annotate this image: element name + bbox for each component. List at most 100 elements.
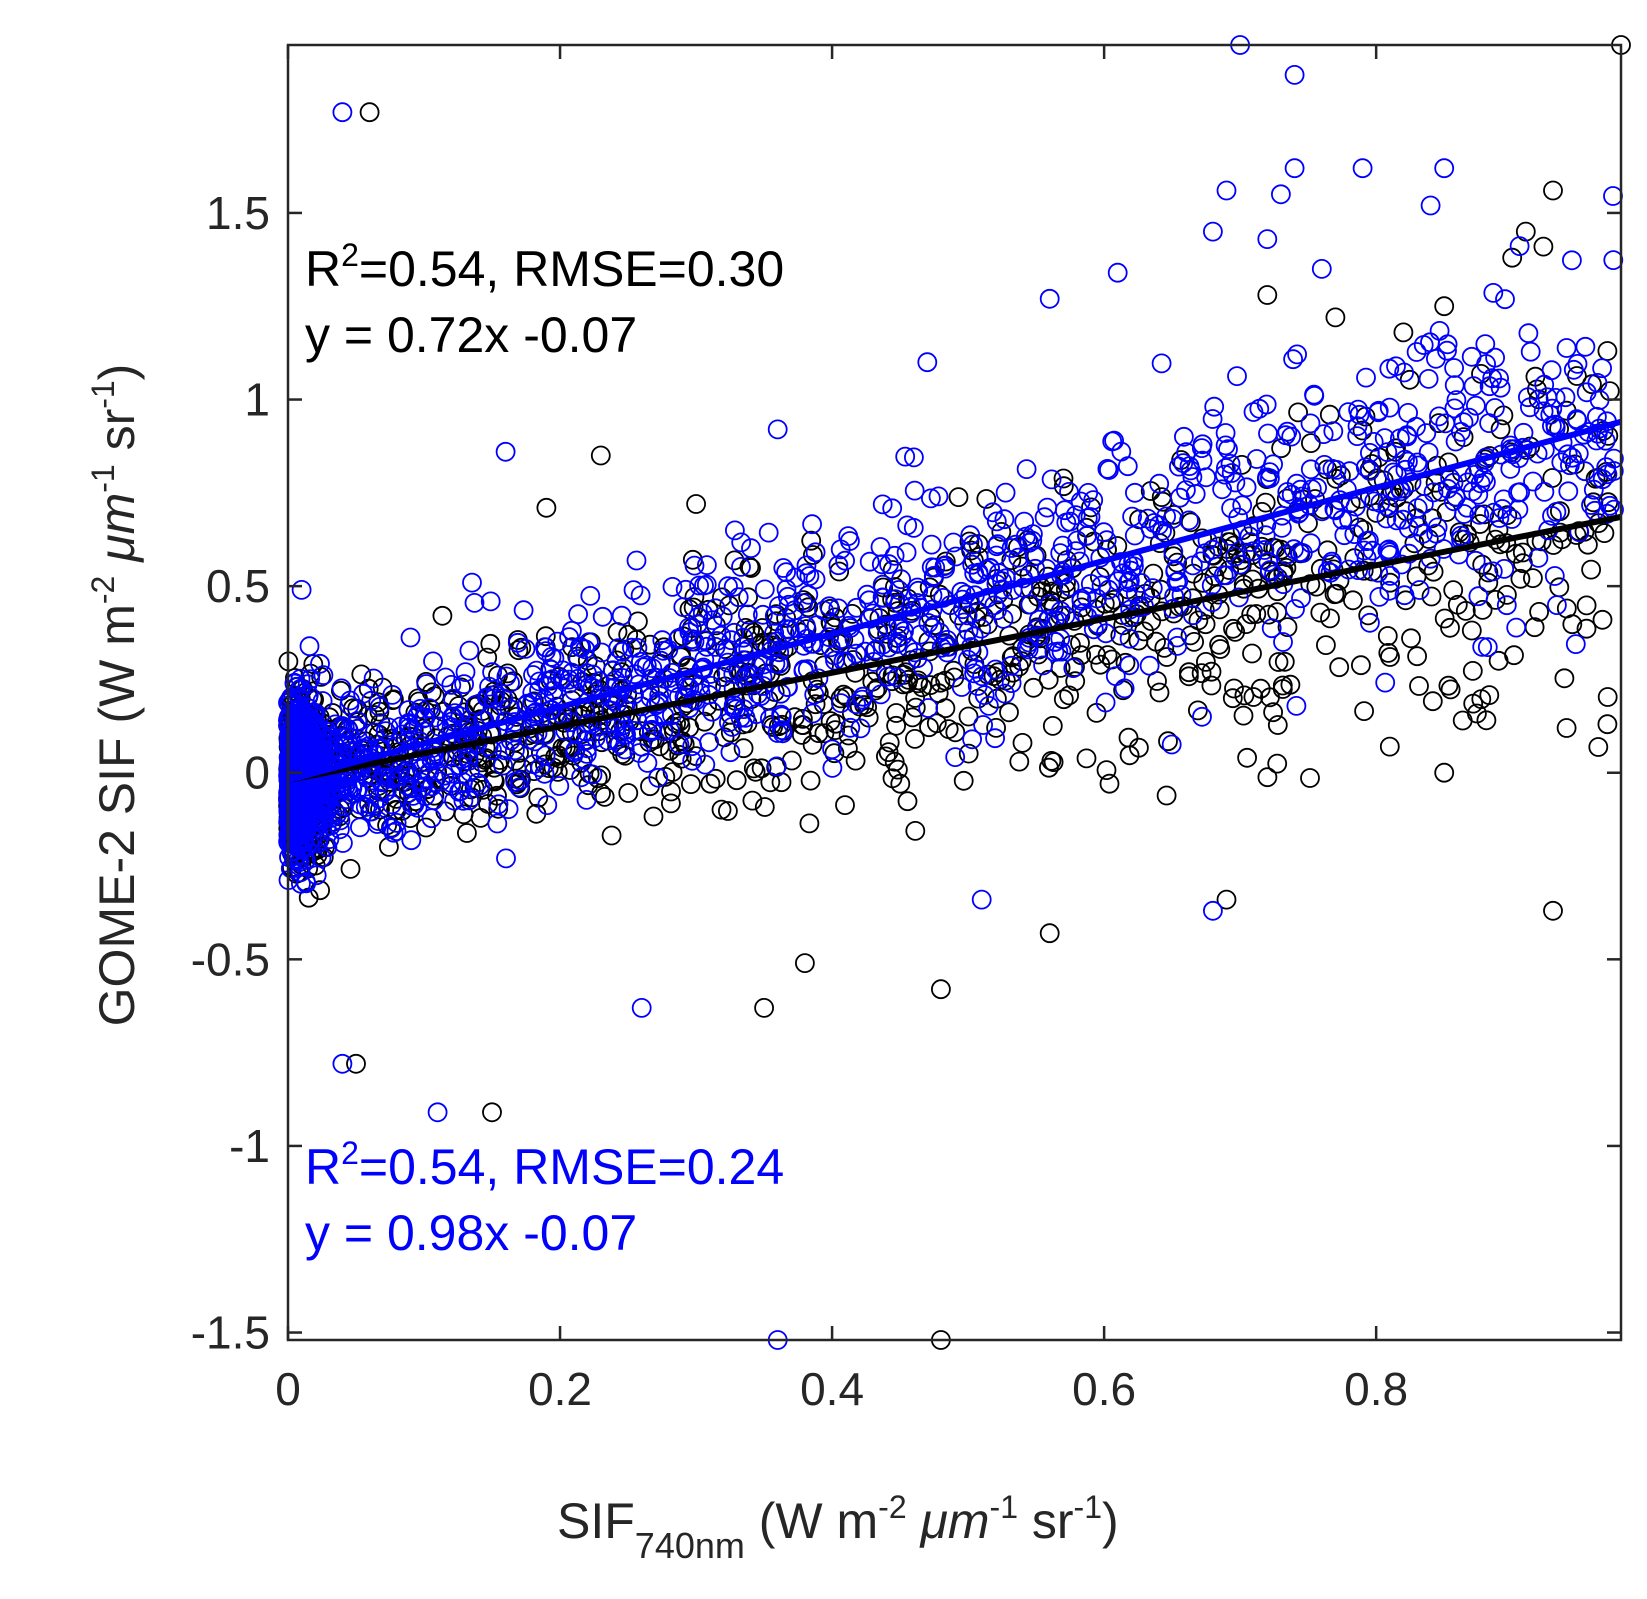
fit-lines bbox=[287, 418, 1622, 784]
black-point bbox=[905, 821, 926, 841]
black-point bbox=[1440, 617, 1460, 638]
blue-point bbox=[536, 671, 557, 691]
blue-point bbox=[459, 790, 480, 811]
blue-point bbox=[793, 593, 813, 613]
blue-point bbox=[575, 639, 596, 660]
blue-point bbox=[1105, 666, 1126, 686]
blue-point bbox=[482, 662, 503, 683]
black-point bbox=[1488, 650, 1509, 671]
black-point bbox=[482, 1102, 502, 1123]
blue-point bbox=[878, 666, 898, 687]
blue-point bbox=[1179, 510, 1199, 531]
black-point bbox=[1497, 505, 1518, 525]
black-point bbox=[1378, 643, 1399, 663]
blue-point bbox=[513, 600, 534, 621]
blue-point bbox=[1541, 360, 1562, 381]
black-point bbox=[1310, 602, 1331, 623]
blue-point bbox=[1276, 545, 1297, 565]
blue-point bbox=[1339, 461, 1360, 482]
blue-point bbox=[580, 586, 601, 606]
blue-point bbox=[673, 597, 694, 617]
blue-point bbox=[1029, 609, 1049, 630]
black-point bbox=[1429, 413, 1449, 434]
blue-point bbox=[1161, 734, 1182, 755]
blue-point bbox=[921, 488, 941, 509]
blue-point bbox=[805, 542, 826, 563]
blue-point bbox=[723, 695, 744, 716]
blue-point bbox=[279, 829, 300, 850]
blue-point bbox=[722, 717, 742, 737]
blue-point bbox=[1356, 531, 1377, 551]
black-point bbox=[590, 445, 611, 466]
black-point bbox=[976, 489, 997, 509]
black-point bbox=[890, 773, 911, 794]
blue-point bbox=[1284, 539, 1304, 560]
black-point bbox=[1478, 572, 1499, 593]
black-point bbox=[1156, 647, 1177, 667]
blue-point bbox=[753, 604, 773, 625]
blue-point bbox=[773, 558, 794, 578]
black-point bbox=[799, 813, 820, 834]
blue-point bbox=[982, 502, 1003, 523]
black-point bbox=[1222, 688, 1243, 709]
blue-point bbox=[304, 748, 325, 769]
black-point bbox=[1246, 604, 1267, 624]
blue-point bbox=[1167, 627, 1187, 648]
blue-point bbox=[746, 704, 767, 724]
blue-point bbox=[338, 720, 359, 741]
black-point bbox=[1179, 666, 1199, 687]
black-point bbox=[618, 783, 639, 803]
blue-point bbox=[452, 749, 472, 769]
blue-point bbox=[917, 352, 938, 373]
black-point bbox=[754, 797, 775, 817]
blue-point bbox=[895, 446, 916, 467]
blue-point bbox=[589, 671, 610, 691]
black-point bbox=[1434, 608, 1455, 629]
blue-point bbox=[1225, 472, 1246, 493]
black-point bbox=[919, 577, 940, 598]
blue-point bbox=[879, 554, 899, 575]
blue-point bbox=[943, 532, 964, 553]
blue-point bbox=[1542, 506, 1562, 526]
blue-point bbox=[799, 566, 820, 586]
blue-point bbox=[1037, 497, 1058, 518]
blue-point bbox=[760, 708, 780, 729]
blue-point bbox=[985, 728, 1005, 749]
black-point bbox=[838, 738, 858, 759]
blue-point bbox=[348, 778, 369, 799]
blue-point bbox=[1254, 540, 1275, 560]
blue-point bbox=[1558, 481, 1579, 502]
black-point bbox=[931, 979, 951, 1000]
black-point bbox=[1258, 604, 1279, 625]
blue-point bbox=[1203, 900, 1223, 921]
blue-point bbox=[1360, 612, 1380, 633]
x-tick-label: 0.6 bbox=[1072, 1363, 1136, 1415]
blue-point bbox=[1218, 439, 1238, 460]
blue-point bbox=[487, 813, 508, 834]
blue-point bbox=[1258, 423, 1278, 444]
blue-point bbox=[1398, 402, 1418, 423]
blue-point bbox=[846, 694, 866, 714]
blue-point bbox=[648, 767, 669, 788]
blue-point bbox=[1039, 594, 1060, 615]
black-point bbox=[508, 640, 529, 660]
blue-point bbox=[1099, 460, 1119, 480]
blue-point bbox=[835, 550, 855, 571]
blue-point bbox=[1173, 453, 1194, 474]
blue-point bbox=[1370, 493, 1391, 514]
black-point bbox=[793, 709, 813, 729]
black-point bbox=[536, 497, 557, 518]
blue-point bbox=[1149, 473, 1170, 494]
points-layer bbox=[278, 35, 1631, 1350]
blue-point bbox=[313, 665, 334, 686]
blue-point bbox=[1386, 356, 1406, 377]
blue-point bbox=[1493, 489, 1514, 510]
blue-point bbox=[951, 677, 972, 697]
blue-point bbox=[1469, 504, 1490, 525]
black-point bbox=[591, 765, 611, 786]
blue-point bbox=[669, 628, 689, 648]
black-r2-annotation: R2=0.54, RMSE=0.30 bbox=[305, 237, 784, 297]
blue-point bbox=[537, 795, 558, 815]
blue-point bbox=[1443, 472, 1464, 493]
blue-point bbox=[723, 664, 744, 684]
